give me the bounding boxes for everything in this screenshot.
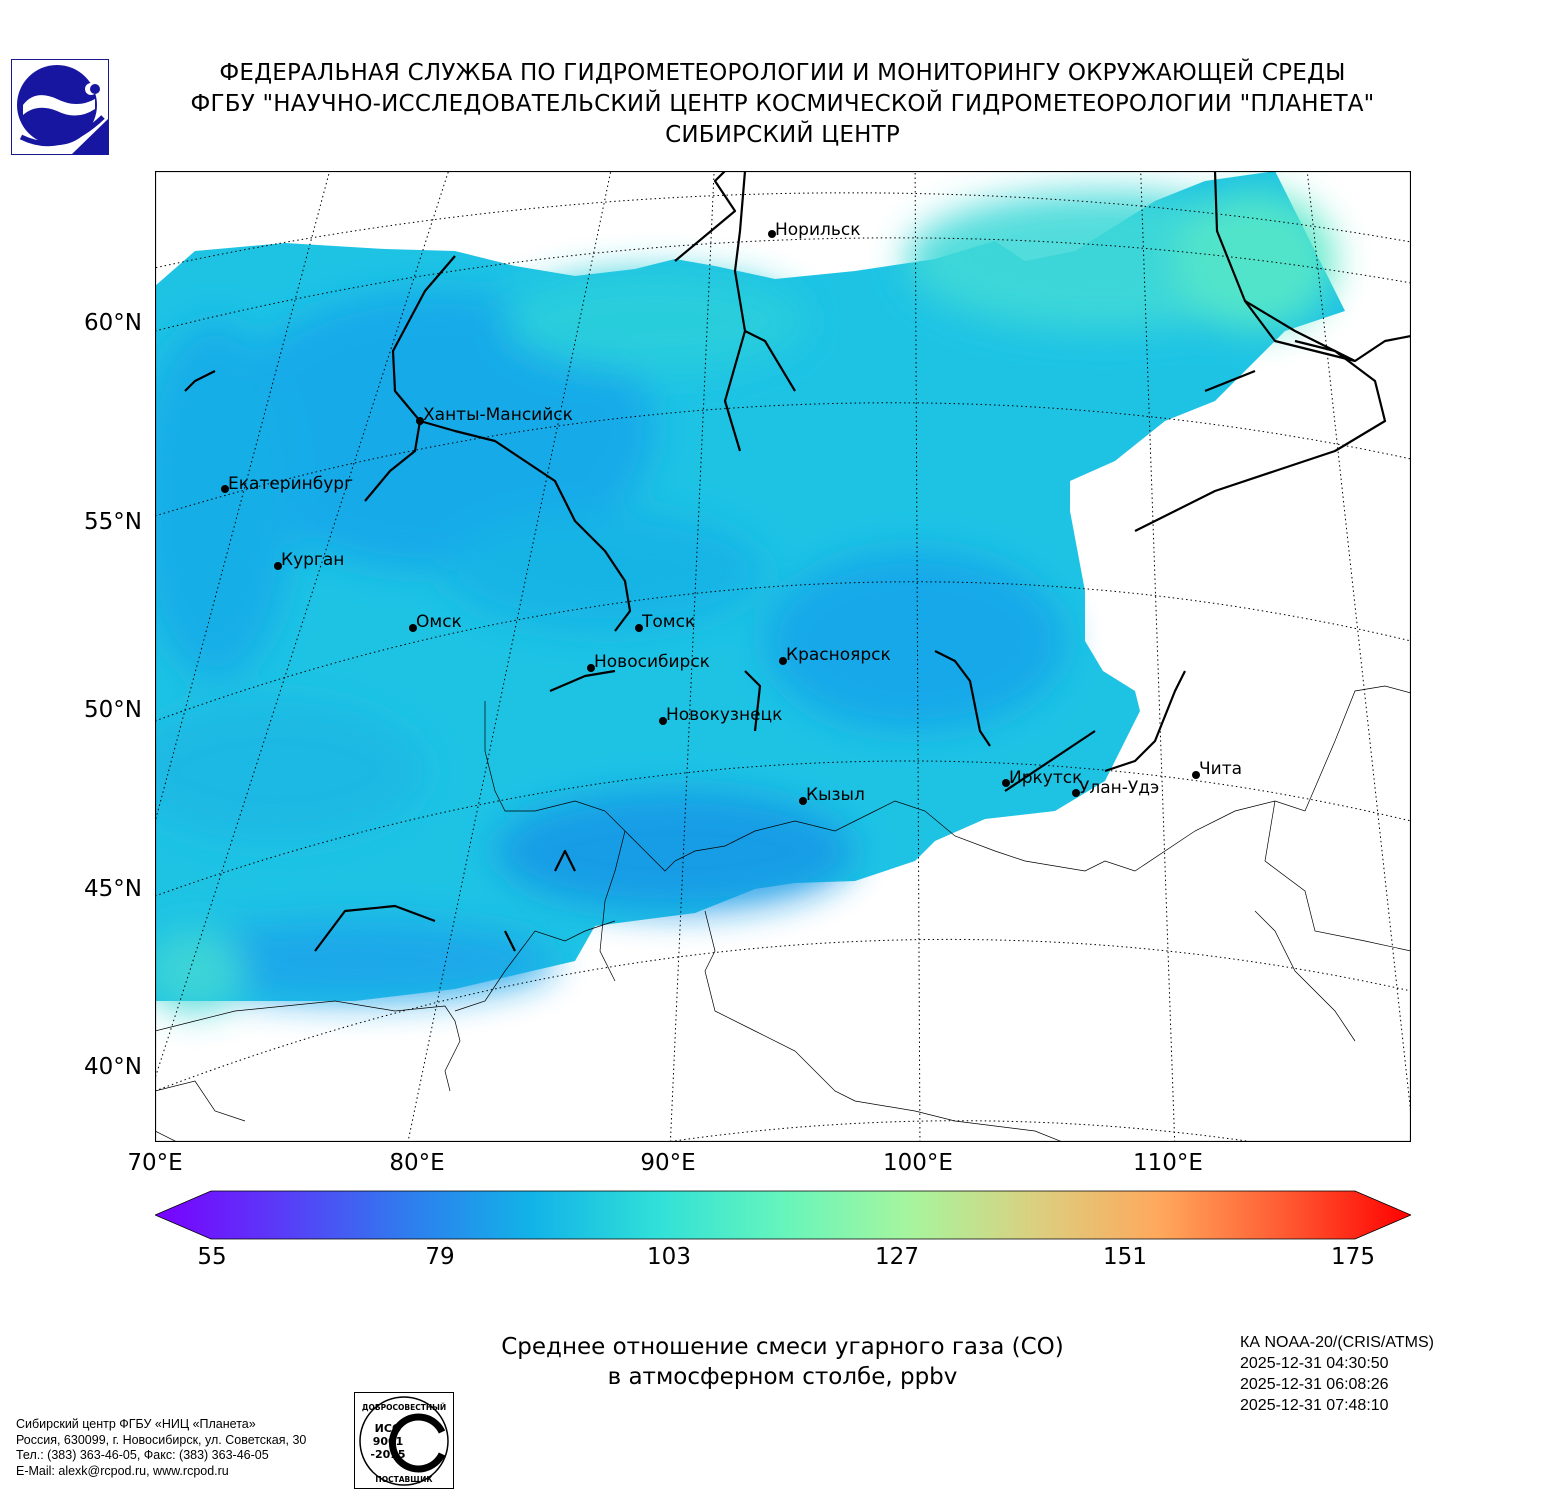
city-label: Курган: [281, 550, 344, 570]
city-norilsk: Норильск: [768, 220, 861, 240]
borders: [155, 685, 1411, 1142]
city-novosibirsk: Новосибирск: [587, 652, 710, 672]
caption-line-2: в атмосферном столбе, ppbv: [607, 1364, 958, 1390]
co-map: Норильск Ханты-Мансийск Екатеринбург Кур…: [155, 171, 1411, 1142]
map-caption: Среднее отношение смеси угарного газа (C…: [430, 1332, 1135, 1392]
caption-line-1: Среднее отношение смеси угарного газа (C…: [501, 1334, 1064, 1360]
lat-label-60: 60°N: [84, 310, 142, 336]
city-irkutsk: Иркутск: [1002, 768, 1082, 788]
city-khanty-mansiysk: Ханты-Мансийск: [416, 405, 573, 425]
city-label: Новокузнецк: [666, 705, 782, 725]
city-label: Екатеринбург: [228, 474, 353, 494]
city-kurgan: Курган: [274, 550, 344, 570]
graticule: [155, 171, 1411, 1142]
co-field: [155, 171, 1345, 1011]
city-ulan-ude: Улан-Удэ: [1072, 778, 1159, 798]
colorbar-tick-175: 175: [1331, 1244, 1375, 1270]
footer-line-2: Россия, 630099, г. Новосибирск, ул. Сове…: [16, 1432, 307, 1447]
colorbar: [155, 1190, 1411, 1240]
satellite-info: КА NOAA-20/(CRIS/ATMS) 2025-12-31 04:30:…: [1240, 1332, 1434, 1416]
iso-mid-2: 9001: [373, 1435, 404, 1448]
city-label: Омск: [416, 612, 462, 632]
lat-label-55: 55°N: [84, 509, 142, 535]
iso-bottom: ПОСТАВЩИК: [375, 1475, 433, 1484]
city-label: Кызыл: [806, 785, 865, 805]
footer-line-3: Тел.: (383) 363-46-05, Факс: (383) 363-4…: [16, 1448, 269, 1462]
planeta-logo: [11, 59, 109, 155]
city-yekaterinburg: Екатеринбург: [221, 474, 353, 494]
city-label: Иркутск: [1009, 768, 1082, 788]
city-novokuznetsk: Новокузнецк: [659, 705, 782, 725]
lon-label-100: 100°E: [883, 1150, 953, 1176]
map-canvas: Норильск Ханты-Мансийск Екатеринбург Кур…: [155, 171, 1411, 1142]
colorbar-tick-55: 55: [197, 1244, 227, 1270]
city-chita: Чита: [1192, 759, 1242, 779]
satellite-name: КА NOAA-20/(CRIS/ATMS): [1240, 1334, 1434, 1351]
lon-label-90: 90°E: [640, 1150, 696, 1176]
lat-label-45: 45°N: [84, 876, 142, 902]
colorbar-tick-79: 79: [425, 1244, 455, 1270]
city-label: Улан-Удэ: [1079, 778, 1159, 798]
city-label: Норильск: [775, 220, 861, 240]
header-line-1: ФЕДЕРАЛЬНАЯ СЛУЖБА ПО ГИДРОМЕТЕОРОЛОГИИ …: [219, 60, 1346, 86]
iso-9001-badge: ДОБРОСОВЕСТНЫЙ ИСО 9001 -2015 ПОСТАВЩИК: [354, 1392, 454, 1489]
iso-mid-3: -2015: [370, 1448, 405, 1461]
footer-contacts: Сибирский центр ФГБУ «НИЦ «Планета» Росс…: [16, 1417, 306, 1479]
iso-top: ДОБРОСОВЕСТНЫЙ: [362, 1403, 446, 1412]
pass-time: 2025-12-31 04:30:50: [1240, 1355, 1389, 1372]
footer-line-4: E-Mail: alexk@rcpod.ru, www.rcpod.ru: [16, 1463, 229, 1478]
city-krasnoyarsk: Красноярск: [779, 645, 891, 665]
footer-line-1: Сибирский центр ФГБУ «НИЦ «Планета»: [16, 1417, 256, 1431]
header: ФЕДЕРАЛЬНАЯ СЛУЖБА ПО ГИДРОМЕТЕОРОЛОГИИ …: [120, 58, 1445, 151]
lat-label-50: 50°N: [84, 697, 142, 723]
iso-mid-1: ИСО: [375, 1422, 402, 1435]
city-label: Томск: [641, 612, 695, 632]
rivers: [184, 171, 1411, 952]
city-label: Ханты-Мансийск: [423, 405, 573, 425]
colorbar-tick-127: 127: [875, 1244, 919, 1270]
city-label: Красноярск: [786, 645, 891, 665]
city-kyzyl: Кызыл: [799, 785, 865, 805]
pass-time: 2025-12-31 07:48:10: [1240, 1397, 1389, 1414]
colorbar-tick-103: 103: [647, 1244, 691, 1270]
lat-label-40: 40°N: [84, 1054, 142, 1080]
lon-label-80: 80°E: [389, 1150, 445, 1176]
lon-label-110: 110°E: [1133, 1150, 1203, 1176]
city-label: Чита: [1199, 759, 1242, 779]
header-line-3: СИБИРСКИЙ ЦЕНТР: [665, 122, 900, 148]
lon-label-70: 70°E: [127, 1150, 183, 1176]
city-omsk: Омск: [409, 612, 462, 632]
header-line-2: ФГБУ "НАУЧНО-ИССЛЕДОВАТЕЛЬСКИЙ ЦЕНТР КОС…: [190, 91, 1375, 117]
pass-time: 2025-12-31 06:08:26: [1240, 1376, 1389, 1393]
city-label: Новосибирск: [594, 652, 710, 672]
city-tomsk: Томск: [635, 612, 695, 632]
map-frame: [155, 171, 1411, 1142]
colorbar-tick-151: 151: [1103, 1244, 1147, 1270]
city-markers: Норильск Ханты-Мансийск Екатеринбург Кур…: [221, 220, 1242, 805]
